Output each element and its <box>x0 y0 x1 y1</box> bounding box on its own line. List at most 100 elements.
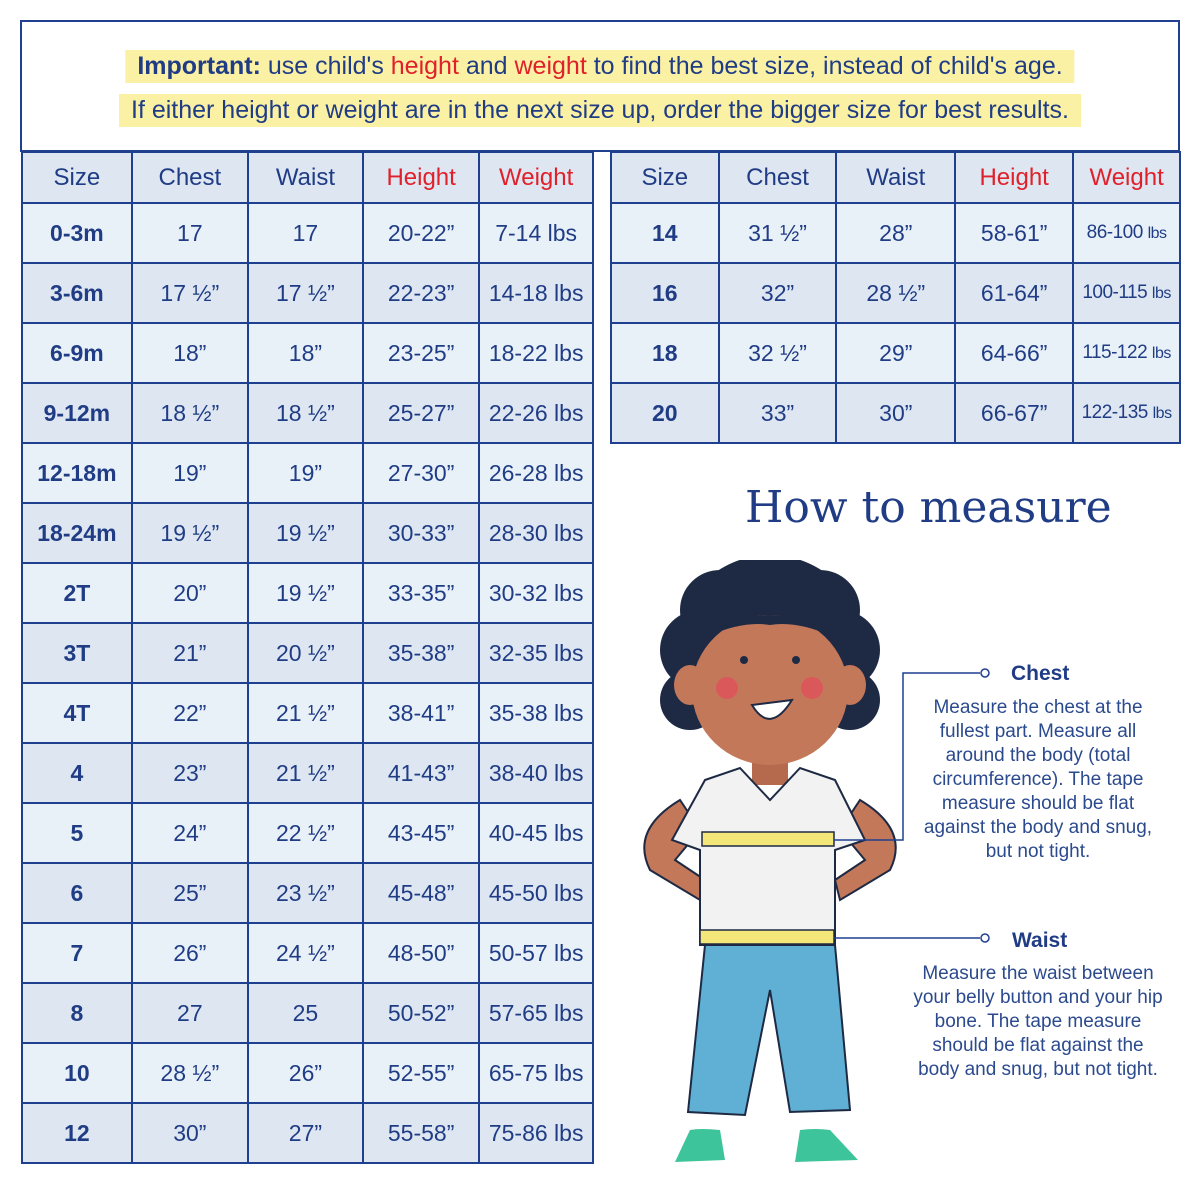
size-table-right: Size Chest Waist Height Weight 14 31 ½” 28” 58-6… <box>610 151 1181 444</box>
table-row: 7 26” 24 ½” 48-50” 50-57 lbs <box>21 922 594 984</box>
table-row: 9-12m 18 ½” 18 ½” 25-27” 22-26 lbs <box>21 382 594 444</box>
cell-size: 18 <box>610 322 720 384</box>
cell-size: 14 <box>610 202 720 264</box>
table-row: 14 31 ½” 28” 58-61” 86-100 lbs <box>610 202 1181 264</box>
waist-label: Waist <box>1012 929 1068 952</box>
cell-height: 58-61” <box>954 202 1075 264</box>
column-header-chest: Chest <box>717 151 838 204</box>
table-row: 3-6m 17 ½” 17 ½” 22-23” 14-18 lbs <box>21 262 594 324</box>
cell-height: 30-33” <box>361 502 481 564</box>
cell-size: 3T <box>21 622 133 684</box>
cell-chest: 33” <box>717 382 838 444</box>
table-row: 8 27 25 50-52” 57-65 lbs <box>21 982 594 1044</box>
cell-weight: 65-75 lbs <box>478 1042 594 1104</box>
cell-weight: 14-18 lbs <box>478 262 594 324</box>
cell-height: 64-66” <box>954 322 1075 384</box>
cell-weight: 86-100 lbs <box>1072 202 1181 264</box>
cell-weight: 45-50 lbs <box>478 862 594 924</box>
notice-text: to find the best size, instead of child'… <box>586 52 1063 80</box>
cell-waist: 21 ½” <box>246 742 364 804</box>
cell-size: 12-18m <box>21 442 133 504</box>
cell-chest: 28 ½” <box>130 1042 249 1104</box>
cell-waist: 24 ½” <box>246 922 364 984</box>
cell-waist: 19 ½” <box>246 562 364 624</box>
cell-size: 6 <box>21 862 133 924</box>
cell-waist: 19 ½” <box>246 502 364 564</box>
cell-chest: 18” <box>130 322 249 384</box>
cell-size: 9-12m <box>21 382 133 444</box>
cell-weight: 38-40 lbs <box>478 742 594 804</box>
cell-height: 55-58” <box>361 1102 481 1164</box>
cell-chest: 25” <box>130 862 249 924</box>
cell-height: 66-67” <box>954 382 1075 444</box>
column-header-weight: Weight <box>478 151 594 204</box>
chest-instructions: Measure the chest at the fullest part. M… <box>923 697 1153 862</box>
waist-tape <box>699 929 835 945</box>
table-row: 6 25” 23 ½” 45-48” 45-50 lbs <box>21 862 594 924</box>
cell-weight: 22-26 lbs <box>478 382 594 444</box>
cell-weight: 115-122 lbs <box>1072 322 1181 384</box>
column-header-height: Height <box>361 151 481 204</box>
notice-important-label: Important: <box>137 52 261 80</box>
cell-size: 5 <box>21 802 133 864</box>
cell-weight: 35-38 lbs <box>478 682 594 744</box>
cell-chest: 26” <box>130 922 249 984</box>
cell-height: 27-30” <box>361 442 481 504</box>
table-row: 3T 21” 20 ½” 35-38” 32-35 lbs <box>21 622 594 684</box>
cell-weight: 7-14 lbs <box>478 202 594 264</box>
cell-waist: 22 ½” <box>246 802 364 864</box>
cell-chest: 30” <box>130 1102 249 1164</box>
cell-size: 10 <box>21 1042 133 1104</box>
cell-chest: 32” <box>717 262 838 324</box>
cell-waist: 17 <box>246 202 364 264</box>
table-row: 5 24” 22 ½” 43-45” 40-45 lbs <box>21 802 594 864</box>
cell-height: 25-27” <box>361 382 481 444</box>
cell-waist: 18” <box>246 322 364 384</box>
cell-size: 8 <box>21 982 133 1044</box>
cell-waist: 28” <box>835 202 957 264</box>
cell-chest: 17 ½” <box>130 262 249 324</box>
notice-text: use child's <box>260 52 391 80</box>
table-row: 20 33” 30” 66-67” 122-135 lbs <box>610 382 1181 444</box>
table-header-row: Size Chest Waist Height Weight <box>610 151 1181 204</box>
size-table-left: Size Chest Waist Height Weight 0-3m 17 17 20-22”… <box>21 151 594 1164</box>
cell-waist: 26” <box>246 1042 364 1104</box>
cell-height: 22-23” <box>361 262 481 324</box>
cell-waist: 17 ½” <box>246 262 364 324</box>
column-header-chest: Chest <box>130 151 249 204</box>
cell-size: 4T <box>21 682 133 744</box>
chest-label: Chest <box>1011 662 1070 685</box>
cell-height: 43-45” <box>361 802 481 864</box>
cell-waist: 30” <box>835 382 957 444</box>
cell-weight: 30-32 lbs <box>478 562 594 624</box>
cell-height: 23-25” <box>361 322 481 384</box>
cell-weight: 100-115 lbs <box>1072 262 1181 324</box>
cell-size: 3-6m <box>21 262 133 324</box>
cell-weight: 18-22 lbs <box>478 322 594 384</box>
table-row: 18 32 ½” 29” 64-66” 115-122 lbs <box>610 322 1181 384</box>
waist-instructions: Measure the waist between your belly but… <box>913 963 1163 1080</box>
cell-weight: 122-135 lbs <box>1072 382 1181 444</box>
notice-height: height <box>390 52 459 80</box>
child-illustration <box>643 560 990 1162</box>
column-header-height: Height <box>954 151 1075 204</box>
cell-size: 18-24m <box>21 502 133 564</box>
table-header-row: Size Chest Waist Height Weight <box>21 151 594 204</box>
cell-size: 20 <box>610 382 720 444</box>
cell-size: 16 <box>610 262 720 324</box>
cell-chest: 24” <box>130 802 249 864</box>
column-header-weight: Weight <box>1072 151 1181 204</box>
table-row: 4T 22” 21 ½” 38-41” 35-38 lbs <box>21 682 594 744</box>
cell-size: 12 <box>21 1102 133 1164</box>
table-row: 6-9m 18” 18” 23-25” 18-22 lbs <box>21 322 594 384</box>
cell-height: 33-35” <box>361 562 481 624</box>
cell-height: 38-41” <box>361 682 481 744</box>
cell-size: 4 <box>21 742 133 804</box>
table-row: 18-24m 19 ½” 19 ½” 30-33” 28-30 lbs <box>21 502 594 564</box>
cell-chest: 20” <box>130 562 249 624</box>
cell-height: 61-64” <box>954 262 1075 324</box>
cell-waist: 19” <box>246 442 364 504</box>
cell-weight: 50-57 lbs <box>478 922 594 984</box>
cell-chest: 21” <box>130 622 249 684</box>
table-row: 16 32” 28 ½” 61-64” 100-115 lbs <box>610 262 1181 324</box>
